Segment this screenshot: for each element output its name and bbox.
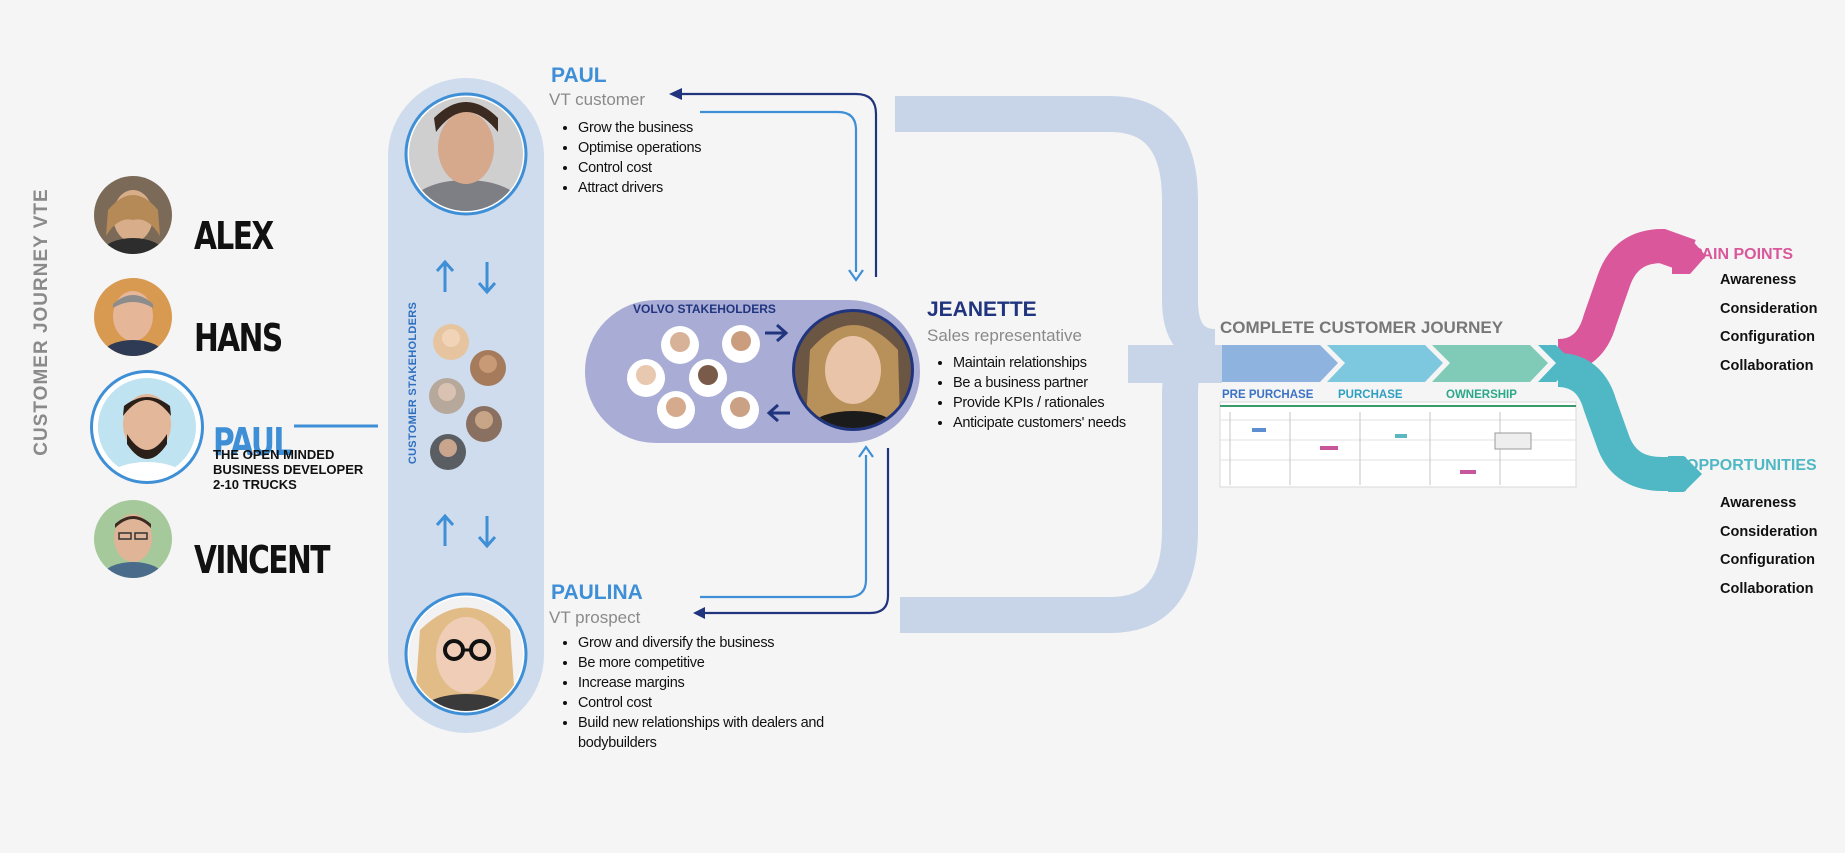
goal-item: Build new relationships with dealers and… xyxy=(578,713,853,753)
goal-item: Grow and diversify the business xyxy=(578,633,853,653)
stage-chevron-ownership xyxy=(1432,345,1548,382)
volvo-stakeholder-faces xyxy=(627,325,760,429)
opportunity-item: Collaboration xyxy=(1720,580,1814,597)
page-title: CUSTOMER JOURNEY VTE xyxy=(31,188,52,456)
stakeholder-goals-paulina: Grow and diversify the business Be more … xyxy=(550,633,853,753)
pain-point-item: Consideration xyxy=(1720,300,1818,317)
stakeholder-exchange-arrows-bottom xyxy=(435,513,497,549)
paul-customer-avatar xyxy=(404,92,528,216)
stakeholder-role-jeanette: Sales representative xyxy=(927,326,1082,345)
stage-label-pre-purchase[interactable]: PRE PURCHASE xyxy=(1222,389,1314,401)
paul-avatar-icon[interactable] xyxy=(90,370,204,484)
bracket-connector xyxy=(1128,345,1222,383)
goal-item: Control cost xyxy=(578,693,853,713)
opportunity-item: Awareness xyxy=(1720,495,1797,511)
customer-stakeholders-label: CUSTOMER STAKEHOLDERS xyxy=(407,301,419,465)
stakeholder-exchange-arrows-top xyxy=(435,259,497,295)
persona-name-hans[interactable]: HANS xyxy=(194,316,283,360)
journey-map-thumbnail xyxy=(1219,401,1577,488)
stakeholder-name-paulina: PAULINA xyxy=(551,581,643,604)
volvo-exchange-arrows xyxy=(765,323,790,423)
selected-persona-name[interactable]: PAUL xyxy=(213,420,292,464)
stakeholder-name-jeanette: JEANETTE xyxy=(927,298,1037,321)
stakeholder-name-paul: PAUL xyxy=(551,64,607,87)
customer-stakeholder-faces xyxy=(429,324,506,470)
pain-points-arrowhead xyxy=(1672,238,1706,274)
ribbon-fork-chevron xyxy=(1538,345,1574,382)
goal-item: Provide KPIs / rationales xyxy=(953,393,1126,413)
persona-description-line: 2-10 TRUCKS xyxy=(213,477,297,492)
pain-point-item: Collaboration xyxy=(1720,357,1814,374)
persona-name-vincent[interactable]: VINCENT xyxy=(194,538,330,582)
pain-points-title: PAIN POINTS xyxy=(1692,246,1794,263)
opportunities-ribbon xyxy=(1556,353,1686,491)
paul-jeanette-flow xyxy=(669,88,878,282)
persona-description-line: THE OPEN MINDED xyxy=(213,447,335,462)
pain-point-item: Awareness xyxy=(1720,272,1797,288)
opportunities-title: OPPORTUNITIES xyxy=(1686,457,1817,474)
journey-stage-chevrons xyxy=(1222,345,1548,382)
goal-item: Be more competitive xyxy=(578,653,853,673)
pain-points-list: Awareness Consideration Configuration Co… xyxy=(1720,266,1817,380)
stakeholder-role-paul: VT customer xyxy=(549,90,646,109)
goal-item: Attract drivers xyxy=(578,178,701,198)
journey-title: COMPLETE CUSTOMER JOURNEY xyxy=(1220,318,1504,337)
goal-item: Increase margins xyxy=(578,673,853,693)
paulina-jeanette-flow xyxy=(693,445,890,619)
vincent-avatar-icon[interactable] xyxy=(94,500,172,578)
paulina-prospect-avatar xyxy=(404,592,528,716)
stakeholder-role-paulina: VT prospect xyxy=(549,608,641,627)
goal-item: Anticipate customers' needs xyxy=(953,413,1126,433)
opportunity-item: Configuration xyxy=(1720,552,1816,568)
stage-label-purchase[interactable]: PURCHASE xyxy=(1338,389,1403,401)
goal-item: Optimise operations xyxy=(578,138,702,158)
stage-label-ownership[interactable]: OWNERSHIP xyxy=(1446,389,1517,401)
opportunity-item: Consideration xyxy=(1720,523,1818,540)
stakeholder-goals-paul: Grow the business Optimise operations Co… xyxy=(550,118,702,198)
goal-item: Control cost xyxy=(578,158,701,178)
stage-chevron-pre-purchase xyxy=(1222,345,1338,382)
hans-avatar-icon[interactable] xyxy=(94,278,172,356)
jeanette-avatar xyxy=(792,309,914,431)
stage-chevron-purchase xyxy=(1327,345,1443,382)
goal-item: Grow the business xyxy=(578,118,701,138)
volvo-stakeholders-label: VOLVO STAKEHOLDERS xyxy=(633,302,776,316)
pain-points-ribbon xyxy=(1556,228,1696,373)
opportunities-list: Awareness Consideration Configuration Co… xyxy=(1720,489,1817,603)
customer-stakeholders-pill xyxy=(388,78,544,733)
persona-name-alex[interactable]: ALEX xyxy=(194,214,274,258)
pain-point-item: Configuration xyxy=(1720,329,1816,345)
goal-item: Maintain relationships xyxy=(953,353,1126,373)
goal-item: Be a business partner xyxy=(953,373,1126,393)
alex-avatar-icon[interactable] xyxy=(94,176,172,254)
opportunities-arrowhead xyxy=(1668,456,1702,492)
stakeholder-goals-jeanette: Maintain relationships Be a business par… xyxy=(925,353,1126,433)
persona-description-line: BUSINESS DEVELOPER xyxy=(213,462,364,477)
selected-persona-description: THE OPEN MINDED BUSINESS DEVELOPER 2-10 … xyxy=(213,447,363,492)
